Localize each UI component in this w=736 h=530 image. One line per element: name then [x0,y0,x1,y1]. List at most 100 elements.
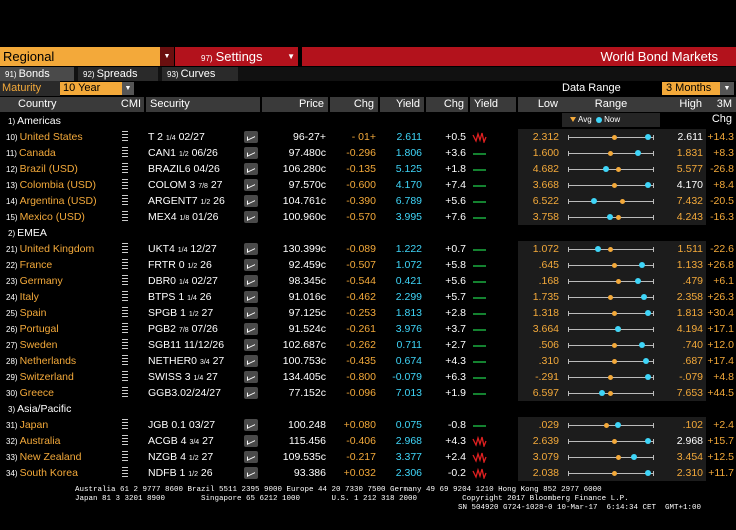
country-cell[interactable]: 15) Mexico (USD) [0,209,118,225]
security-cell[interactable]: NZGB 4 1/2 27 [146,449,242,465]
cmi-cell[interactable] [118,305,144,321]
maturity-select[interactable]: 10 Year [60,82,122,95]
graph-icon[interactable] [244,467,258,479]
country-cell[interactable]: 26) Portugal [0,321,118,337]
security-cell[interactable]: SPGB 1 1/2 27 [146,305,242,321]
tab-bonds[interactable]: 91) Bonds [0,67,74,81]
cmi-cell[interactable] [118,337,144,353]
country-cell[interactable]: 25) Spain [0,305,118,321]
header-country[interactable]: Country [0,97,118,112]
graph-icon[interactable] [244,451,258,463]
country-cell[interactable]: 32) Australia [0,433,118,449]
cmi-cell[interactable] [118,465,144,481]
table-row[interactable]: 28) Netherlands NETHER0 3/4 27 100.753c -0.4… [0,353,736,369]
cmi-cell[interactable] [118,369,144,385]
security-cell[interactable]: SWISS 3 1/4 27 [146,369,242,385]
security-cell[interactable]: BRAZIL6 04/26 [146,161,242,177]
header-price[interactable]: Price [262,97,328,112]
graph-icon[interactable] [244,179,258,191]
cmi-cell[interactable] [118,145,144,161]
country-cell[interactable]: 24) Italy [0,289,118,305]
country-cell[interactable]: 29) Switzerland [0,369,118,385]
country-cell[interactable]: 14) Argentina (USD) [0,193,118,209]
table-row[interactable]: 29) Switzerland SWISS 3 1/4 27 134.405c -0.8… [0,369,736,385]
graph-icon[interactable] [244,259,258,271]
cmi-cell[interactable] [118,241,144,257]
cmi-cell[interactable] [118,385,144,401]
table-row[interactable]: 31) Japan JGB 0.1 03/27 100.248 +0.080 0.075… [0,417,736,433]
header-high[interactable]: High [660,97,706,112]
cmi-cell[interactable] [118,177,144,193]
cmi-cell[interactable] [118,273,144,289]
security-cell[interactable]: NETHER0 3/4 27 [146,353,242,369]
region-header[interactable]: 2) EMEA [0,225,736,241]
header-yield[interactable]: Yield [380,97,424,112]
security-cell[interactable]: COLOM 3 7/8 27 [146,177,242,193]
table-row[interactable]: 10) United States T 2 1/4 02/27 96-27+ - 01+… [0,129,736,145]
graph-icon[interactable] [244,211,258,223]
graph-icon[interactable] [244,371,258,383]
graph-icon[interactable] [244,419,258,431]
graph-icon[interactable] [244,307,258,319]
cmi-cell[interactable] [118,257,144,273]
region-header[interactable]: 1) Americas [0,113,736,129]
cmi-cell[interactable] [118,161,144,177]
security-cell[interactable]: PGB2 7/8 07/26 [146,321,242,337]
cmi-cell[interactable] [118,209,144,225]
graph-icon[interactable] [244,131,258,143]
data-range-select[interactable]: 3 Months [662,82,720,95]
header-yield-chg[interactable]: Chg [426,97,468,112]
graph-icon[interactable] [244,291,258,303]
table-row[interactable]: 11) Canada CAN1 1/2 06/26 97.480c -0.296 1.80… [0,145,736,161]
table-row[interactable]: 14) Argentina (USD) ARGENT7 1/2 26 104.761c… [0,193,736,209]
table-row[interactable]: 34) South Korea NDFB 1 1/2 26 93.386 +0.032 2… [0,465,736,481]
regional-dropdown[interactable]: Regional [0,47,160,66]
header-security[interactable]: Security [146,97,260,112]
security-cell[interactable]: SGB11 11/12/26 [146,337,242,353]
cmi-cell[interactable] [118,289,144,305]
table-row[interactable]: 21) United Kingdom UKT4 1/4 12/27 130.399c -… [0,241,736,257]
country-cell[interactable]: 22) France [0,257,118,273]
security-cell[interactable]: UKT4 1/4 12/27 [146,241,242,257]
cmi-cell[interactable] [118,433,144,449]
tab-curves[interactable]: 93) Curves [162,67,238,81]
cmi-cell[interactable] [118,193,144,209]
country-cell[interactable]: 27) Sweden [0,337,118,353]
table-row[interactable]: 25) Spain SPGB 1 1/2 27 97.125c -0.253 1.813 +… [0,305,736,321]
security-cell[interactable]: JGB 0.1 03/27 [146,417,242,433]
security-cell[interactable]: MEX4 1/8 01/26 [146,209,242,225]
country-cell[interactable]: 11) Canada [0,145,118,161]
table-row[interactable]: 32) Australia ACGB 4 3/4 27 115.456 -0.406 2.… [0,433,736,449]
country-cell[interactable]: 31) Japan [0,417,118,433]
table-row[interactable]: 12) Brazil (USD) BRAZIL6 04/26 106.280c -0.1… [0,161,736,177]
security-cell[interactable]: BTPS 1 1/4 26 [146,289,242,305]
chevron-down-icon[interactable]: ▼ [122,82,134,95]
region-header[interactable]: 3) Asia/Pacific [0,401,736,417]
table-row[interactable]: 26) Portugal PGB2 7/8 07/26 91.524c -0.261 3.… [0,321,736,337]
header-3m-chg[interactable]: 3M Chg [706,97,736,125]
security-cell[interactable]: T 2 1/4 02/27 [146,129,242,145]
graph-icon[interactable] [244,387,258,399]
country-cell[interactable]: 33) New Zealand [0,449,118,465]
table-row[interactable]: 24) Italy BTPS 1 1/4 26 91.016c -0.462 2.299 +… [0,289,736,305]
security-cell[interactable]: ACGB 4 3/4 27 [146,433,242,449]
header-low[interactable]: Low [518,97,562,112]
country-cell[interactable]: 30) Greece [0,385,118,401]
security-cell[interactable]: DBR0 1/4 02/27 [146,273,242,289]
security-cell[interactable]: GGB3.02/24/27 [146,385,242,401]
table-row[interactable]: 23) Germany DBR0 1/4 02/27 98.345c -0.544 0.4… [0,273,736,289]
cmi-cell[interactable] [118,449,144,465]
graph-icon[interactable] [244,323,258,335]
tab-spreads[interactable]: 92) Spreads [78,67,158,81]
security-cell[interactable]: ARGENT7 1/2 26 [146,193,242,209]
country-cell[interactable]: 34) South Korea [0,465,118,481]
table-row[interactable]: 13) Colombia (USD) COLOM 3 7/8 27 97.570c -0… [0,177,736,193]
country-cell[interactable]: 13) Colombia (USD) [0,177,118,193]
chevron-down-icon[interactable]: ▼ [720,82,734,95]
security-cell[interactable]: CAN1 1/2 06/26 [146,145,242,161]
header-yield-graph[interactable]: Yield [470,97,516,112]
security-cell[interactable]: FRTR 0 1/2 26 [146,257,242,273]
graph-icon[interactable] [244,147,258,159]
cmi-cell[interactable] [118,321,144,337]
country-cell[interactable]: 21) United Kingdom [0,241,118,257]
